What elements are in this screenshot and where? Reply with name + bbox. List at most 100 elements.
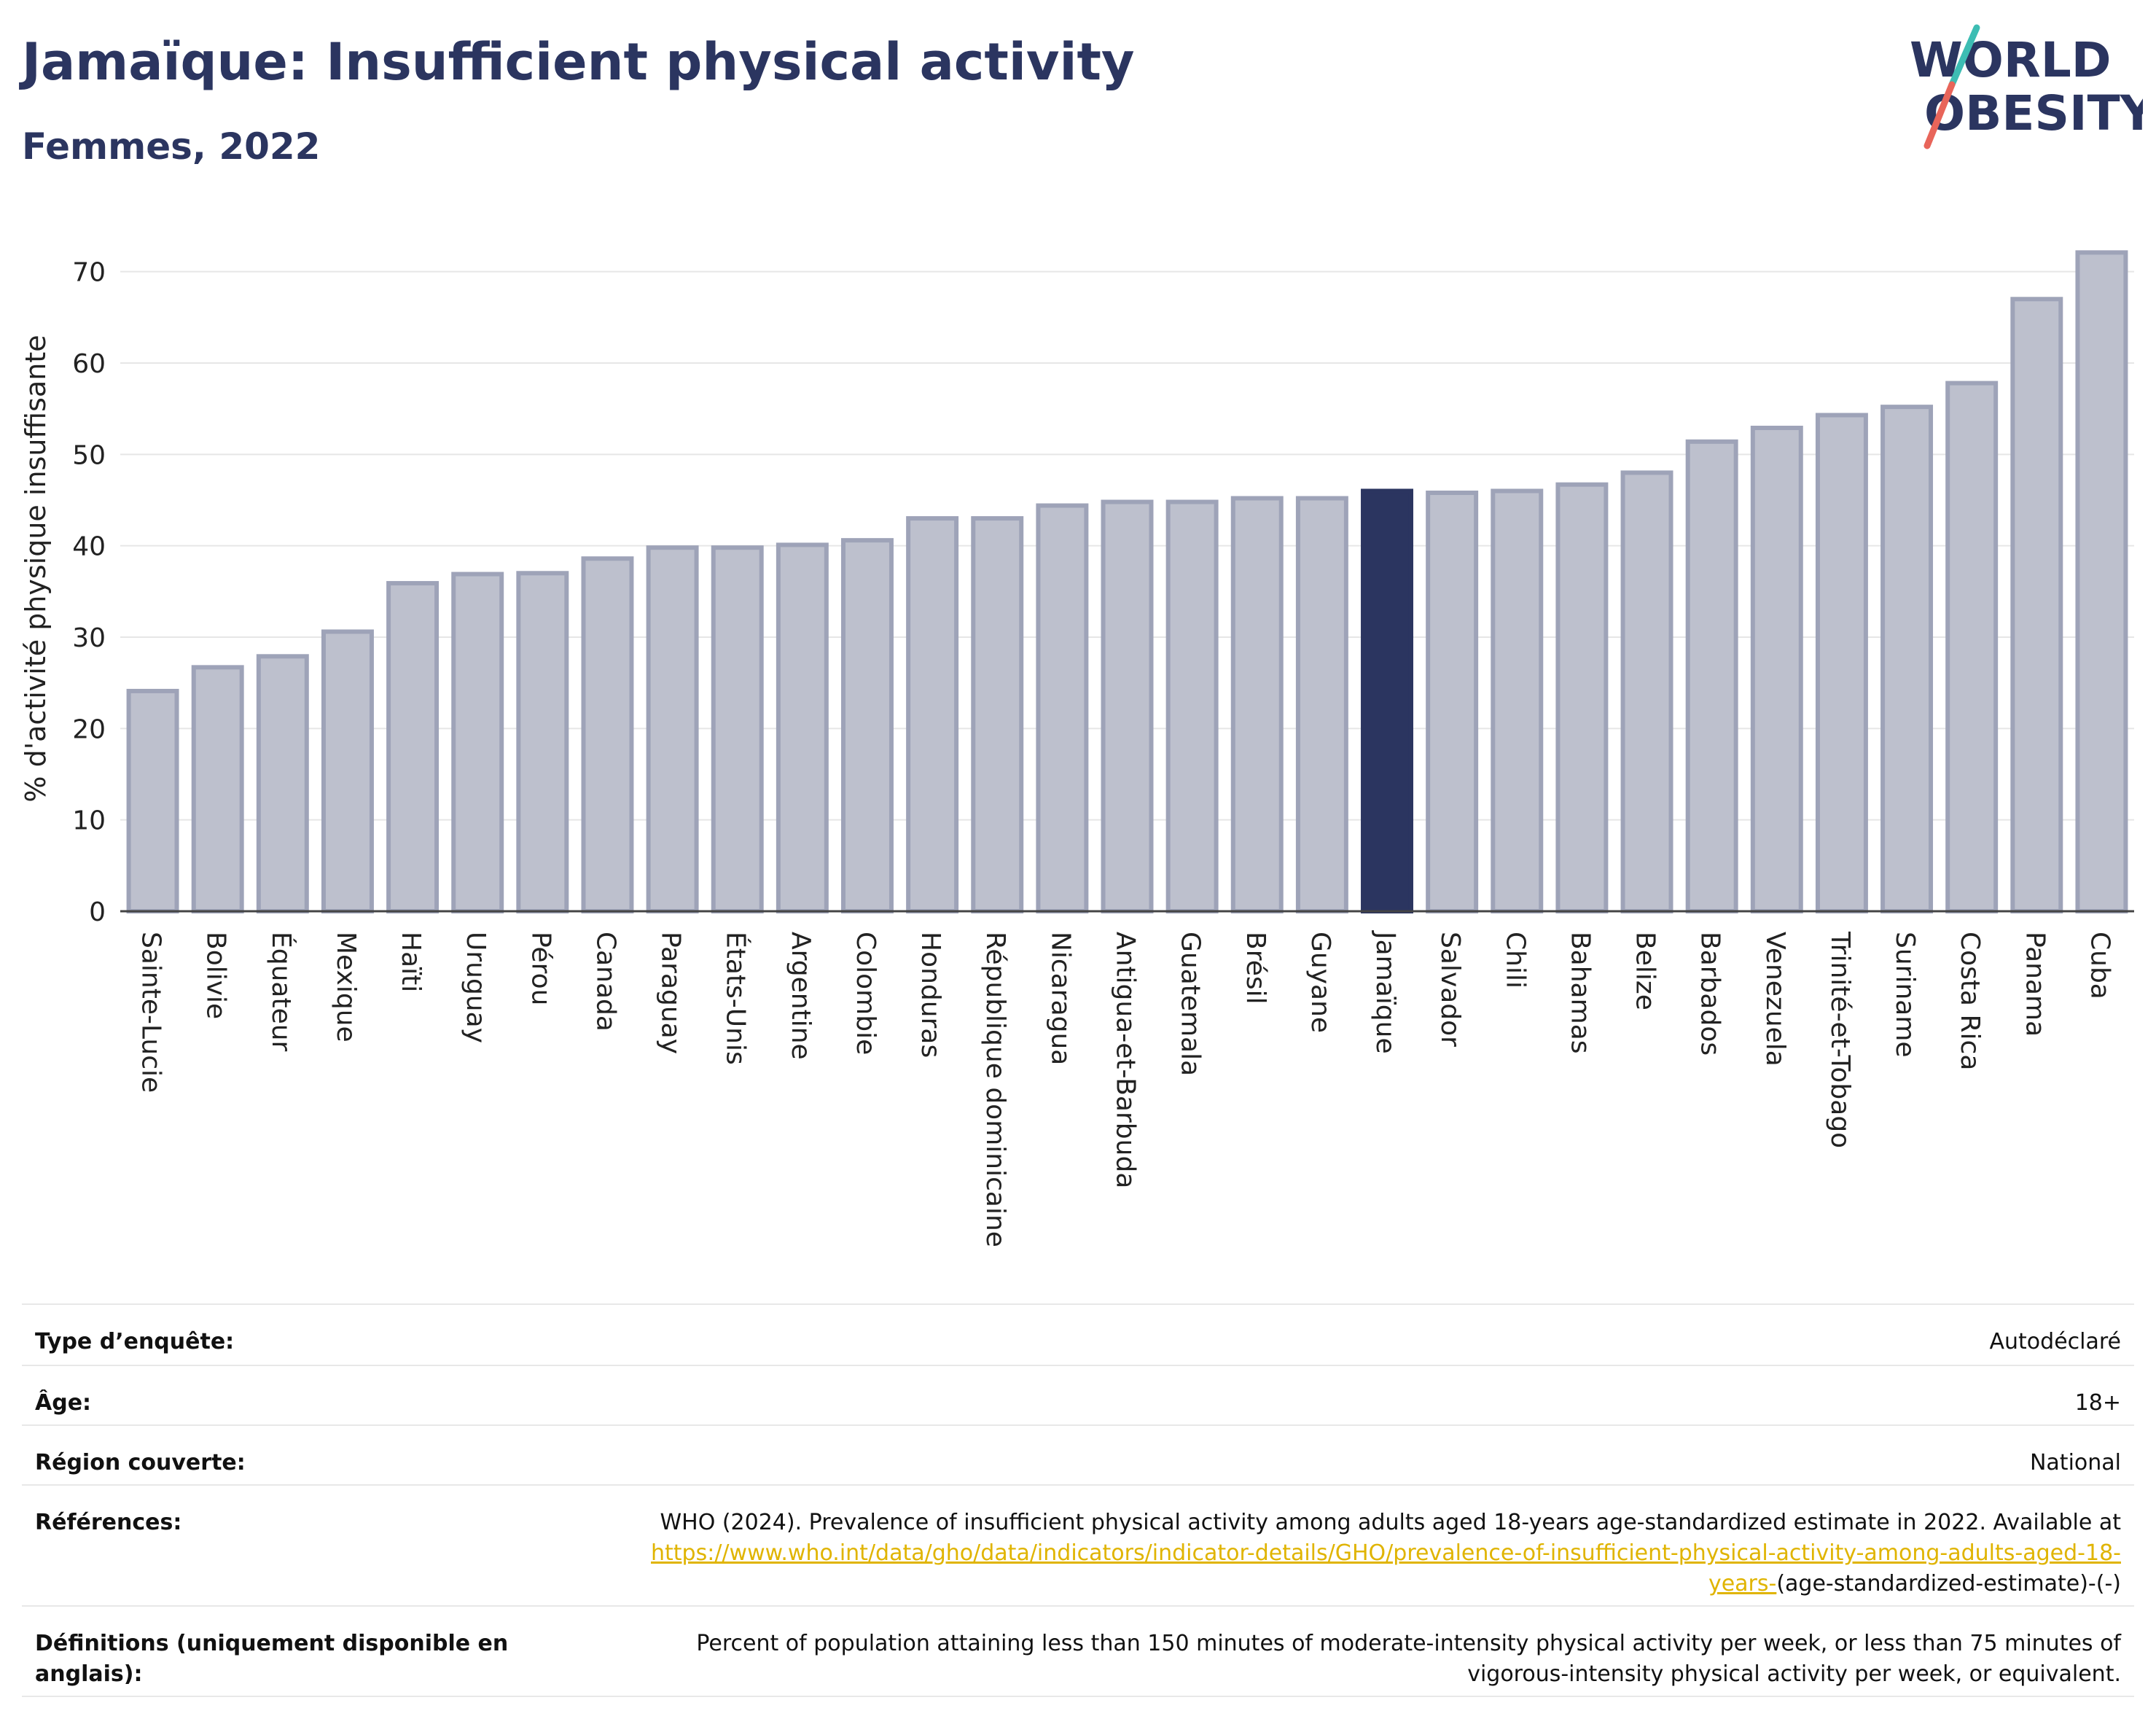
bar-6 xyxy=(516,571,569,913)
bar-21 xyxy=(1491,488,1544,913)
bar-8 xyxy=(646,545,699,913)
y-tick-label: 40 xyxy=(72,532,106,562)
y-tick-label: 60 xyxy=(72,349,106,379)
survey-type-value: Autodéclaré xyxy=(1989,1329,2122,1354)
x-tick-label: Colombie xyxy=(851,932,880,1055)
y-tick-label: 0 xyxy=(89,897,106,927)
x-tick-label: Bahamas xyxy=(1565,932,1595,1054)
bar-5 xyxy=(451,572,504,914)
info-row-age: Âge: 18+ xyxy=(22,1365,2134,1424)
bar-7 xyxy=(581,556,634,913)
x-tick-label: Canada xyxy=(590,932,620,1032)
info-row-region: Région couverte: National xyxy=(22,1424,2134,1484)
x-tick-label: Panama xyxy=(2020,932,2050,1037)
bar-4 xyxy=(386,581,440,913)
bar-22 xyxy=(1555,482,1609,913)
info-row-definitions: Définitions (uniquement disponible en an… xyxy=(22,1605,2134,1697)
x-tick-label: Belize xyxy=(1630,932,1660,1010)
x-tick-label: Mexique xyxy=(331,932,361,1042)
bar-15 xyxy=(1101,499,1154,913)
x-tick-label: Suriname xyxy=(1890,932,1920,1058)
bar-27 xyxy=(1880,405,1934,914)
bars xyxy=(126,250,2128,914)
x-axis-labels: Sainte-Lucie Bolivie Équateur Mexique Haïti U… xyxy=(136,930,2115,1247)
logo-word-obesity: OBESITY xyxy=(1924,85,2143,141)
y-tick-label: 10 xyxy=(72,806,106,836)
bar-3 xyxy=(321,629,374,913)
x-tick-label: Cuba xyxy=(2085,932,2114,999)
y-tick-label: 50 xyxy=(72,440,106,470)
x-tick-label: Sainte-Lucie xyxy=(136,932,166,1093)
x-tick-label: Guyane xyxy=(1305,932,1335,1033)
x-tick-label: Trinité-et-Tobago xyxy=(1825,931,1855,1148)
chart-subtitle: Femmes, 2022 xyxy=(22,125,321,168)
logo-slash-teal xyxy=(1948,24,1980,88)
bar-30 xyxy=(2075,250,2128,913)
x-tick-label: Barbados xyxy=(1695,932,1725,1056)
y-axis-label: % d'activité physique insuffisante xyxy=(20,335,52,802)
x-tick-label: Uruguay xyxy=(461,932,491,1043)
bar-14 xyxy=(1036,503,1089,913)
bar-12 xyxy=(906,516,959,914)
bar-24 xyxy=(1685,439,1738,913)
bar-1 xyxy=(191,665,244,913)
info-row-survey-type: Type d’enquête: Autodéclaré xyxy=(22,1303,2134,1365)
x-tick-label: Guatemala xyxy=(1176,932,1206,1076)
bar-11 xyxy=(841,538,894,913)
x-tick-label: Haïti xyxy=(396,932,426,992)
x-tick-label: Costa Rica xyxy=(1955,932,1985,1070)
x-tick-label: Bolivie xyxy=(201,932,231,1019)
x-tick-label: Équateur xyxy=(266,932,297,1052)
logo-word-world: WORLD xyxy=(1910,32,2112,88)
x-tick-label: États-Unis xyxy=(721,932,751,1065)
y-axis: 0 10 20 30 40 50 60 70 xyxy=(72,258,106,927)
y-tick-label: 30 xyxy=(72,623,106,653)
chart-title: Jamaïque: Insufficient physical activity xyxy=(22,32,1135,92)
bar-16 xyxy=(1165,499,1219,913)
definitions-value: Percent of population attaining less tha… xyxy=(696,1631,2121,1687)
bar-17 xyxy=(1230,496,1284,913)
bar-18 xyxy=(1295,496,1348,913)
x-tick-label: Honduras xyxy=(915,932,945,1058)
x-tick-label: Chili xyxy=(1500,932,1530,989)
references-label: Références: xyxy=(35,1510,182,1535)
x-tick-label: Pérou xyxy=(526,932,555,1005)
bar-23 xyxy=(1620,470,1673,913)
x-tick-label: Salvador xyxy=(1435,932,1465,1047)
definitions-label: Définitions (uniquement disponible en an… xyxy=(35,1631,509,1687)
bar-9 xyxy=(711,545,764,913)
x-tick-label: Venezuela xyxy=(1760,932,1790,1067)
region-label: Région couverte: xyxy=(35,1450,246,1475)
references-suffix: (age-standardized-estimate)-(-) xyxy=(1776,1571,2121,1596)
x-tick-label: Nicaragua xyxy=(1045,932,1075,1065)
world-obesity-logo: WORLD OBESITY xyxy=(1910,24,2143,149)
x-tick-label: Antigua-et-Barbuda xyxy=(1111,932,1141,1188)
bar-28 xyxy=(1945,381,1999,914)
bar-10 xyxy=(776,542,829,913)
bar-26 xyxy=(1815,413,1868,913)
info-table: Type d’enquête: Autodéclaré Âge: 18+ Rég… xyxy=(22,1303,2134,1697)
x-tick-label: Paraguay xyxy=(656,932,686,1054)
bar-chart: 0 10 20 30 40 50 60 70 Sainte-Lucie Bolivie Équat… xyxy=(20,250,2134,1247)
age-label: Âge: xyxy=(35,1390,92,1416)
bar-0 xyxy=(126,688,179,913)
y-tick-label: 20 xyxy=(72,714,106,744)
survey-type-label: Type d’enquête: xyxy=(35,1329,235,1354)
bar-29 xyxy=(2010,297,2063,913)
references-text: WHO (2024). Prevalence of insufficient p… xyxy=(660,1510,2121,1535)
x-tick-label: Brésil xyxy=(1241,932,1270,1005)
bar-20 xyxy=(1426,490,1479,913)
x-tick-label: République dominicaine xyxy=(980,932,1010,1247)
bar-19 xyxy=(1361,488,1413,913)
references-value: WHO (2024). Prevalence of insufficient p… xyxy=(590,1508,2121,1599)
region-value: National xyxy=(2029,1450,2121,1475)
bar-13 xyxy=(971,516,1024,914)
x-tick-label: Argentine xyxy=(786,932,816,1060)
x-tick-label: Jamaïque xyxy=(1370,930,1400,1054)
info-row-references: Références: WHO (2024). Prevalence of in… xyxy=(22,1484,2134,1605)
references-link[interactable]: https://www.who.int/data/gho/data/indica… xyxy=(651,1540,2121,1596)
age-value: 18+ xyxy=(2074,1390,2121,1416)
bar-25 xyxy=(1750,425,1803,913)
logo-slash-red xyxy=(1923,81,1956,149)
y-tick-label: 70 xyxy=(72,258,106,288)
